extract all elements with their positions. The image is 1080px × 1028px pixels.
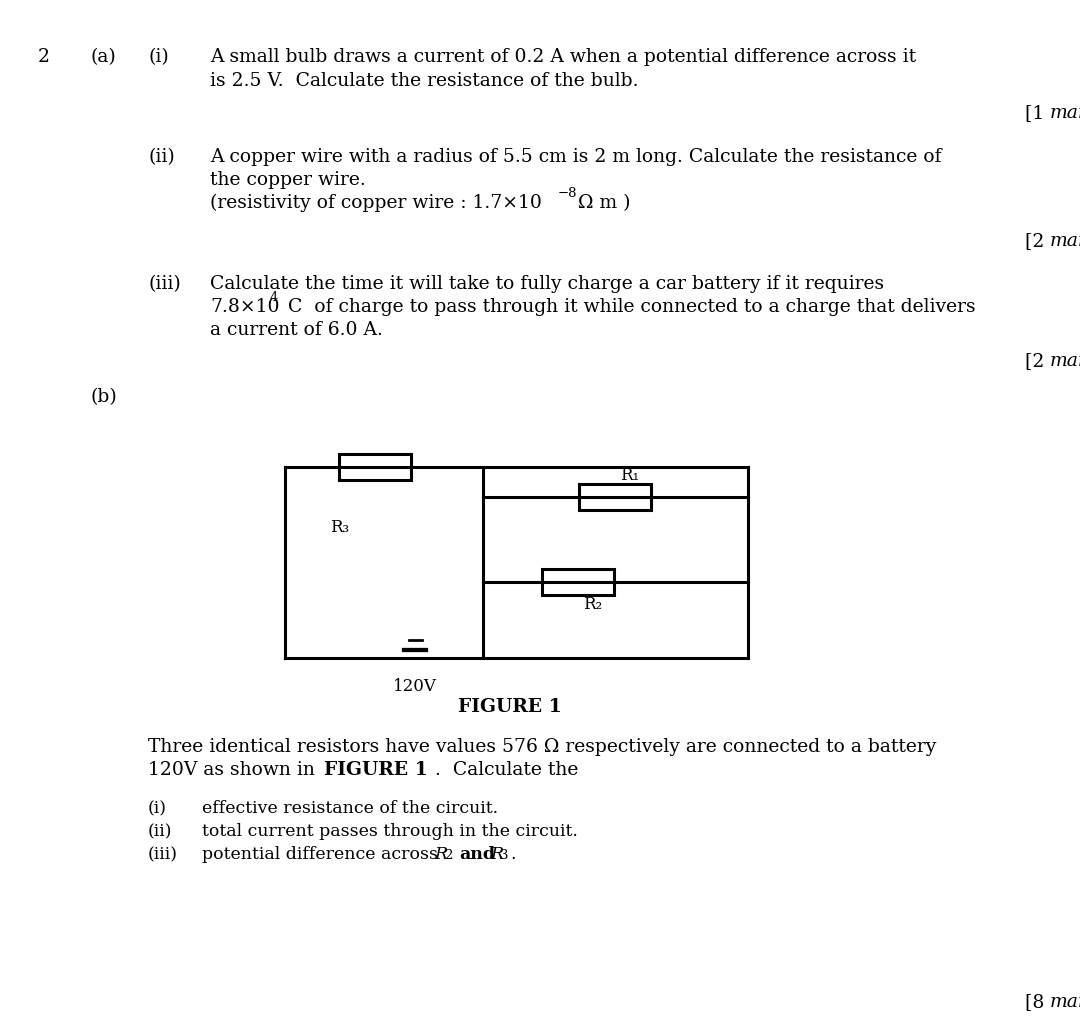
- Text: R₃: R₃: [330, 519, 349, 536]
- Text: marks: marks: [1050, 352, 1080, 370]
- Text: and: and: [459, 846, 495, 862]
- Text: potential difference across: potential difference across: [202, 846, 444, 862]
- Text: (i): (i): [148, 48, 168, 66]
- Text: (b): (b): [90, 388, 117, 406]
- Bar: [542, 570, 615, 595]
- Text: the copper wire.: the copper wire.: [210, 171, 366, 189]
- Text: 4: 4: [270, 291, 279, 304]
- Bar: [339, 454, 411, 480]
- Text: (iii): (iii): [148, 846, 178, 862]
- Text: [8: [8: [1025, 993, 1050, 1011]
- Text: R₁: R₁: [620, 467, 639, 484]
- Text: (a): (a): [90, 48, 116, 66]
- Text: Ω m ): Ω m ): [572, 194, 631, 212]
- Text: [1: [1: [1025, 104, 1050, 122]
- Text: 120V: 120V: [393, 678, 437, 695]
- Text: (ii): (ii): [148, 823, 173, 840]
- Text: Calculate the time it will take to fully charge a car battery if it requires: Calculate the time it will take to fully…: [210, 276, 885, 293]
- Text: total current passes through in the circuit.: total current passes through in the circ…: [202, 823, 578, 840]
- Text: effective resistance of the circuit.: effective resistance of the circuit.: [202, 800, 498, 817]
- Text: R₂: R₂: [583, 596, 603, 613]
- Text: 2: 2: [38, 48, 50, 66]
- Text: A copper wire with a radius of 5.5 cm is 2 m long. Calculate the resistance of: A copper wire with a radius of 5.5 cm is…: [210, 148, 942, 166]
- Text: (iii): (iii): [148, 276, 180, 293]
- Text: 120V as shown in: 120V as shown in: [148, 761, 321, 779]
- Text: .: .: [510, 846, 515, 862]
- Text: FIGURE 1: FIGURE 1: [458, 698, 562, 715]
- Text: −8: −8: [558, 187, 578, 200]
- Text: marks: marks: [1050, 232, 1080, 250]
- Text: Three identical resistors have values 576 Ω respectively are connected to a batt: Three identical resistors have values 57…: [148, 738, 936, 756]
- Text: [2: [2: [1025, 232, 1050, 250]
- Text: 7.8×10: 7.8×10: [210, 298, 280, 316]
- Text: marks: marks: [1050, 993, 1080, 1011]
- Text: a current of 6.0 A.: a current of 6.0 A.: [210, 321, 383, 339]
- Text: [2: [2: [1025, 352, 1050, 370]
- Text: (i): (i): [148, 800, 167, 817]
- Text: (ii): (ii): [148, 148, 175, 166]
- Bar: [579, 484, 651, 510]
- Text: is 2.5 V.  Calculate the resistance of the bulb.: is 2.5 V. Calculate the resistance of th…: [210, 72, 638, 90]
- Text: FIGURE 1: FIGURE 1: [324, 761, 428, 779]
- Text: A small bulb draws a current of 0.2 A when a potential difference across it: A small bulb draws a current of 0.2 A wh…: [210, 48, 916, 66]
- Text: R: R: [490, 846, 503, 862]
- Text: R: R: [434, 846, 447, 862]
- Text: .  Calculate the: . Calculate the: [435, 761, 579, 779]
- Text: 2: 2: [444, 849, 453, 862]
- Text: 3: 3: [500, 849, 509, 862]
- Text: (resistivity of copper wire : 1.7×10: (resistivity of copper wire : 1.7×10: [210, 194, 542, 212]
- Text: mark: mark: [1050, 104, 1080, 122]
- Text: C  of charge to pass through it while connected to a charge that delivers: C of charge to pass through it while con…: [282, 298, 975, 316]
